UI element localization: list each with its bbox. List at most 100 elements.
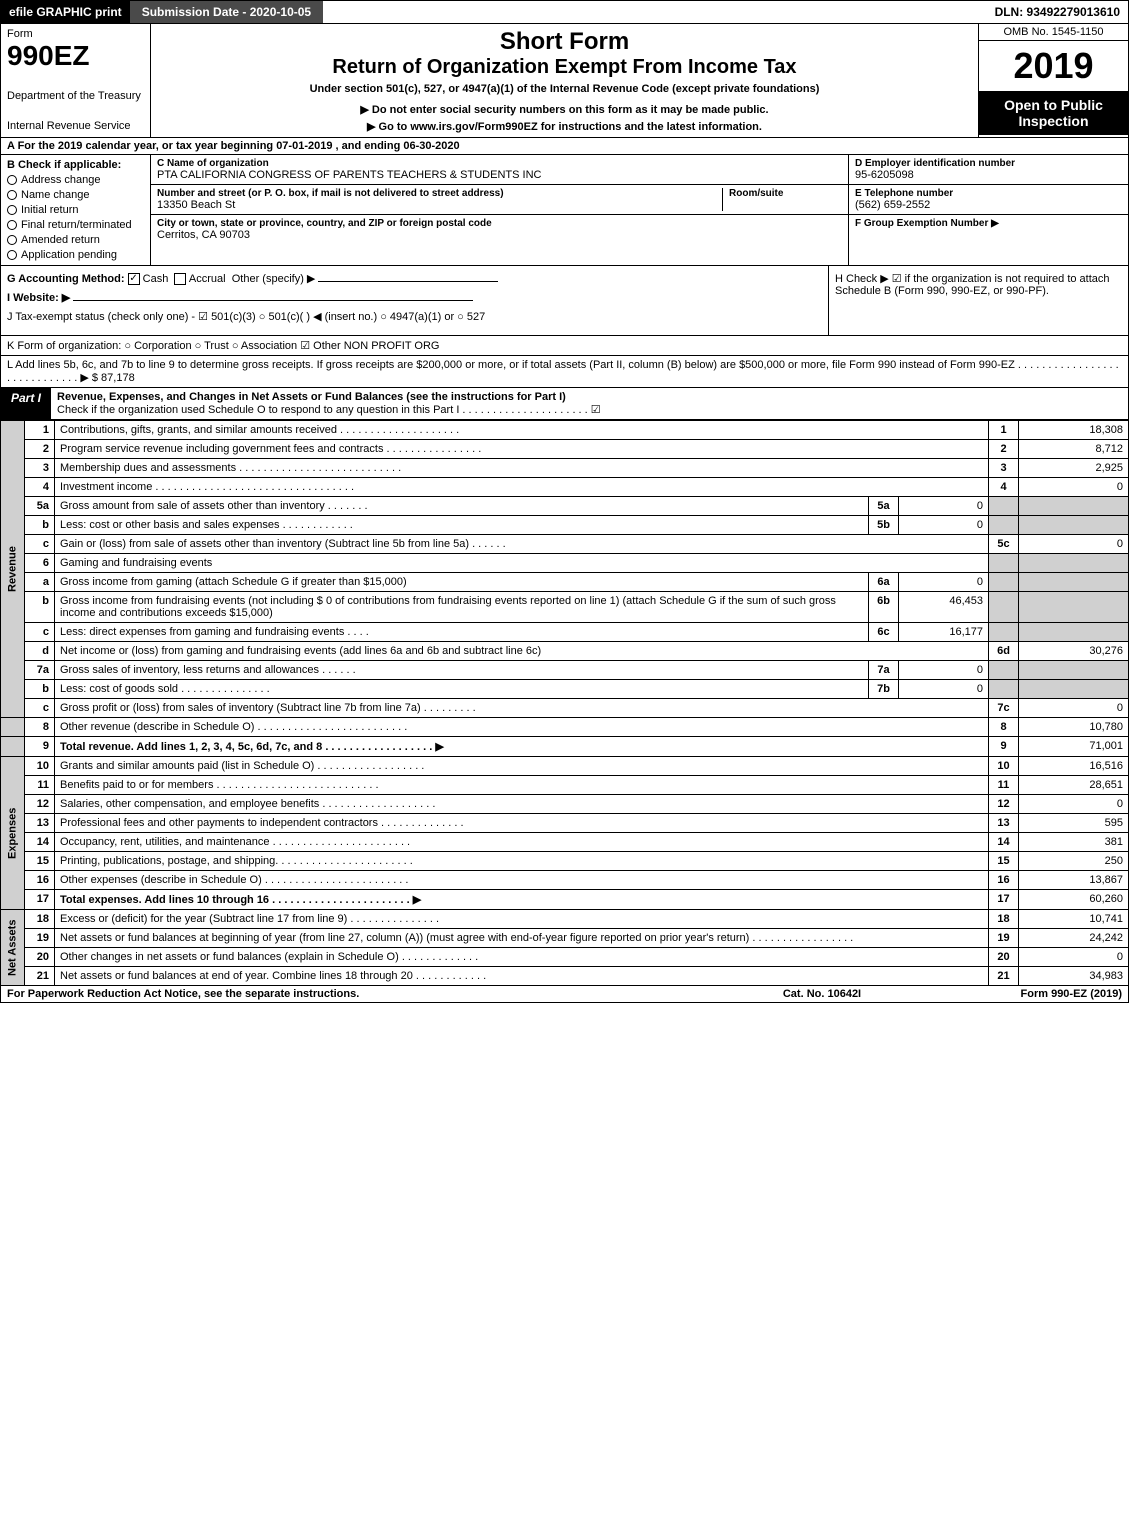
line-amount: 34,983 <box>1019 967 1129 986</box>
line-num: 3 <box>25 459 55 478</box>
line-desc: Net assets or fund balances at end of ye… <box>55 967 989 986</box>
line-box: 16 <box>989 871 1019 890</box>
line-amount: 0 <box>1019 699 1129 718</box>
info-grid: B Check if applicable: Address change Na… <box>0 155 1129 266</box>
checkbox-cash[interactable]: ✓ <box>128 273 140 285</box>
group-exemption-label: F Group Exemption Number ▶ <box>855 218 1122 229</box>
topbar: efile GRAPHIC print Submission Date - 20… <box>0 0 1129 24</box>
line-box: 4 <box>989 478 1019 497</box>
shaded-cell <box>989 497 1019 516</box>
line-num: 7a <box>25 661 55 680</box>
opt-amended-return[interactable]: Amended return <box>7 234 144 246</box>
section-de: D Employer identification number 95-6205… <box>848 155 1128 265</box>
inner-box: 5b <box>869 516 899 535</box>
line-18: Net Assets 18 Excess or (deficit) for th… <box>1 910 1129 929</box>
opt-name-change[interactable]: Name change <box>7 189 144 201</box>
line-num: 21 <box>25 967 55 986</box>
department: Department of the Treasury <box>7 90 144 102</box>
line-desc: Gross income from fundraising events (no… <box>55 592 869 623</box>
form-number: 990EZ <box>7 40 144 72</box>
line-num: c <box>25 535 55 554</box>
inner-amount: 0 <box>899 573 989 592</box>
city-label: City or town, state or province, country… <box>157 218 842 229</box>
line-amount: 250 <box>1019 852 1129 871</box>
line-desc: Other expenses (describe in Schedule O) … <box>55 871 989 890</box>
instructions-link[interactable]: ▶ Go to www.irs.gov/Form990EZ for instru… <box>161 120 968 133</box>
dln: DLN: 93492279013610 <box>987 1 1128 23</box>
line-amount: 8,712 <box>1019 440 1129 459</box>
group-exemption-cell: F Group Exemption Number ▶ <box>849 215 1128 232</box>
line-amount: 10,741 <box>1019 910 1129 929</box>
line-desc: Less: cost or other basis and sales expe… <box>55 516 869 535</box>
section-c: C Name of organization PTA CALIFORNIA CO… <box>151 155 848 265</box>
radio-icon <box>7 250 17 260</box>
line-box: 17 <box>989 890 1019 910</box>
line-6b: b Gross income from fundraising events (… <box>1 592 1129 623</box>
street-address: 13350 Beach St <box>157 199 722 211</box>
line-box: 14 <box>989 833 1019 852</box>
line-7c: c Gross profit or (loss) from sales of i… <box>1 699 1129 718</box>
line-desc: Less: direct expenses from gaming and fu… <box>55 623 869 642</box>
line-6c: c Less: direct expenses from gaming and … <box>1 623 1129 642</box>
line-num: a <box>25 573 55 592</box>
tax-exempt-status: J Tax-exempt status (check only one) - ☑… <box>7 310 822 323</box>
radio-icon <box>7 220 17 230</box>
financial-table: Revenue 1 Contributions, gifts, grants, … <box>0 420 1129 986</box>
line-num: 18 <box>25 910 55 929</box>
blank-side <box>1 718 25 737</box>
section-h: H Check ▶ ☑ if the organization is not r… <box>828 266 1128 335</box>
line-16: 16 Other expenses (describe in Schedule … <box>1 871 1129 890</box>
inner-amount: 46,453 <box>899 592 989 623</box>
line-desc: Membership dues and assessments . . . . … <box>55 459 989 478</box>
line-num: 6 <box>25 554 55 573</box>
line-20: 20 Other changes in net assets or fund b… <box>1 948 1129 967</box>
phone-label: E Telephone number <box>855 188 1122 199</box>
inner-amount: 0 <box>899 497 989 516</box>
inner-box: 7b <box>869 680 899 699</box>
line-11: 11 Benefits paid to or for members . . .… <box>1 776 1129 795</box>
irs: Internal Revenue Service <box>7 120 144 132</box>
opt-initial-return[interactable]: Initial return <box>7 204 144 216</box>
line-num: b <box>25 516 55 535</box>
radio-icon <box>7 190 17 200</box>
radio-icon <box>7 235 17 245</box>
inner-amount: 0 <box>899 661 989 680</box>
form-label: Form <box>7 28 144 40</box>
inner-box: 6a <box>869 573 899 592</box>
line-num: 16 <box>25 871 55 890</box>
line-box: 11 <box>989 776 1019 795</box>
line-num: 15 <box>25 852 55 871</box>
line-5b: b Less: cost or other basis and sales ex… <box>1 516 1129 535</box>
line-7b: b Less: cost of goods sold . . . . . . .… <box>1 680 1129 699</box>
shaded-cell <box>989 661 1019 680</box>
efile-print-button[interactable]: efile GRAPHIC print <box>1 1 130 23</box>
line-amount: 2,925 <box>1019 459 1129 478</box>
opt-final-return[interactable]: Final return/terminated <box>7 219 144 231</box>
line-amount: 0 <box>1019 948 1129 967</box>
checkbox-accrual[interactable] <box>174 273 186 285</box>
line-desc: Total revenue. Add lines 1, 2, 3, 4, 5c,… <box>55 737 989 757</box>
line-desc: Program service revenue including govern… <box>55 440 989 459</box>
shaded-cell <box>1019 623 1129 642</box>
inner-box: 6c <box>869 623 899 642</box>
website-input[interactable] <box>73 300 473 301</box>
line-amount: 71,001 <box>1019 737 1129 757</box>
line-num: 19 <box>25 929 55 948</box>
omb-number: OMB No. 1545-1150 <box>979 24 1128 41</box>
other-specify-input[interactable] <box>318 281 498 282</box>
opt-label: Address change <box>21 174 101 186</box>
accounting-method: G Accounting Method: ✓ Cash Accrual Othe… <box>7 272 822 285</box>
city-state-zip: Cerritos, CA 90703 <box>157 229 842 241</box>
room-label: Room/suite <box>729 188 842 199</box>
line-num: 8 <box>25 718 55 737</box>
opt-application-pending[interactable]: Application pending <box>7 249 144 261</box>
section-b-header: B Check if applicable: <box>7 159 144 171</box>
revenue-side-label: Revenue <box>1 421 25 718</box>
phone: (562) 659-2552 <box>855 199 1122 211</box>
opt-label: Application pending <box>21 249 117 261</box>
opt-address-change[interactable]: Address change <box>7 174 144 186</box>
line-box: 19 <box>989 929 1019 948</box>
subtitle: Under section 501(c), 527, or 4947(a)(1)… <box>161 83 968 95</box>
line-box: 18 <box>989 910 1019 929</box>
line-num: 11 <box>25 776 55 795</box>
